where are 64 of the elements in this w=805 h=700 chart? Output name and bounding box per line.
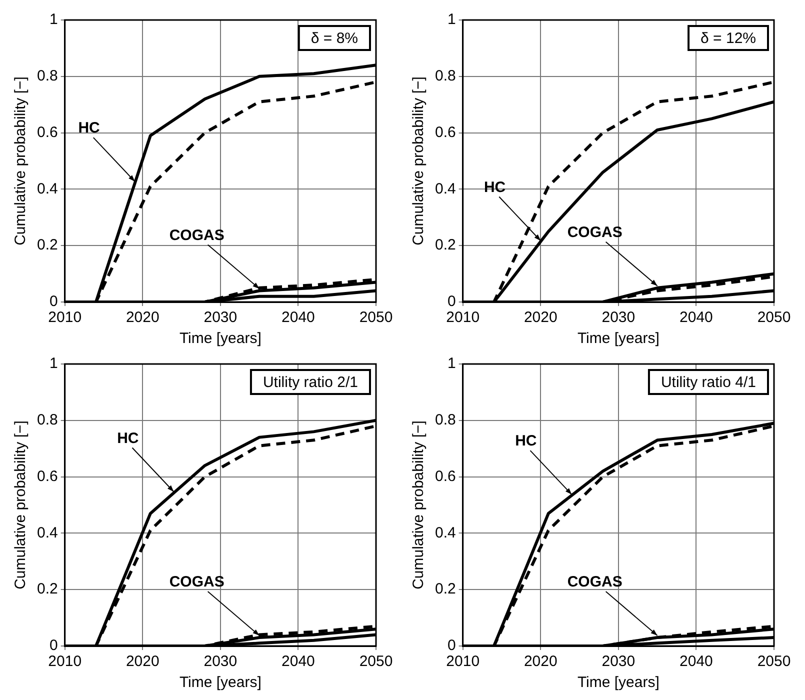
x-axis-title: Time [years] bbox=[179, 674, 262, 692]
y-axis-title: Cumulative probability [−] bbox=[410, 420, 428, 590]
y-tick-label: 0.2 bbox=[36, 236, 58, 254]
y-tick-label: 0.8 bbox=[36, 68, 58, 85]
y-tick-label: 0 bbox=[448, 293, 456, 310]
x-axis-title: Time [years] bbox=[577, 330, 660, 348]
x-tick-label: 2010 bbox=[48, 653, 82, 670]
y-tick-label: 0.4 bbox=[434, 524, 456, 542]
x-tick-label: 2030 bbox=[204, 309, 238, 326]
x-tick-label: 2020 bbox=[126, 309, 160, 326]
x-tick-label: 2050 bbox=[757, 309, 791, 326]
y-tick-label: 0.6 bbox=[36, 124, 58, 141]
x-tick-label: 2040 bbox=[680, 309, 713, 326]
y-tick-label: 0 bbox=[50, 293, 58, 310]
y-tick-label: 0 bbox=[50, 637, 58, 654]
y-axis-title: Cumulative probability [−] bbox=[12, 420, 30, 590]
y-tick-label: 0.6 bbox=[434, 468, 456, 485]
y-tick-label: 1 bbox=[448, 11, 456, 28]
y-tick-label: 0.4 bbox=[36, 180, 58, 198]
y-tick-label: 0.2 bbox=[434, 580, 456, 598]
y-axis-title: Cumulative probability [−] bbox=[410, 76, 428, 246]
x-tick-label: 2020 bbox=[126, 653, 160, 670]
x-tick-label: 2020 bbox=[524, 653, 558, 670]
x-tick-label: 2050 bbox=[359, 653, 393, 670]
x-tick-label: 2050 bbox=[359, 309, 393, 326]
y-tick-label: 0.2 bbox=[434, 236, 456, 254]
x-tick-label: 2010 bbox=[446, 653, 480, 670]
x-axis-title: Time [years] bbox=[179, 330, 262, 348]
annotation: HC bbox=[484, 178, 506, 196]
x-tick-label: 2040 bbox=[282, 653, 315, 670]
y-tick-label: 0.6 bbox=[36, 468, 58, 485]
x-tick-label: 2040 bbox=[282, 309, 315, 326]
x-tick-label: 2030 bbox=[602, 653, 636, 670]
y-tick-label: 1 bbox=[50, 11, 58, 28]
y-tick-label: 0.4 bbox=[434, 180, 456, 198]
annotation: COGAS bbox=[169, 226, 224, 244]
y-tick-label: 0.8 bbox=[36, 412, 58, 429]
x-tick-label: 2030 bbox=[602, 309, 636, 326]
annotation: COGAS bbox=[169, 574, 224, 591]
text: δ = 12% bbox=[700, 30, 756, 48]
annotation: COGAS bbox=[567, 224, 622, 242]
annotation: HC bbox=[117, 430, 139, 447]
x-tick-label: 2010 bbox=[446, 309, 480, 326]
x-tick-label: 2030 bbox=[204, 653, 238, 670]
y-axis-title: Cumulative probability [−] bbox=[12, 76, 30, 246]
x-tick-label: 2010 bbox=[48, 309, 82, 326]
text: δ = 8% bbox=[310, 30, 358, 48]
y-tick-label: 0.6 bbox=[434, 124, 456, 141]
text: Utility ratio 4/1 bbox=[660, 374, 756, 392]
text: Utility ratio 2/1 bbox=[262, 374, 358, 392]
y-tick-label: 0.8 bbox=[434, 412, 456, 429]
y-tick-label: 0.8 bbox=[434, 68, 456, 85]
x-tick-label: 2040 bbox=[680, 653, 713, 670]
y-tick-label: 0 bbox=[448, 637, 456, 654]
y-tick-label: 0.4 bbox=[36, 524, 58, 542]
annotation: HC bbox=[515, 432, 537, 450]
annotation: COGAS bbox=[567, 574, 622, 591]
x-tick-label: 2020 bbox=[524, 309, 558, 326]
x-tick-label: 2050 bbox=[757, 653, 791, 670]
y-tick-label: 1 bbox=[50, 355, 58, 372]
x-axis-title: Time [years] bbox=[577, 674, 660, 692]
y-tick-label: 1 bbox=[448, 355, 456, 372]
y-tick-label: 0.2 bbox=[36, 580, 58, 598]
annotation: HC bbox=[78, 120, 100, 137]
